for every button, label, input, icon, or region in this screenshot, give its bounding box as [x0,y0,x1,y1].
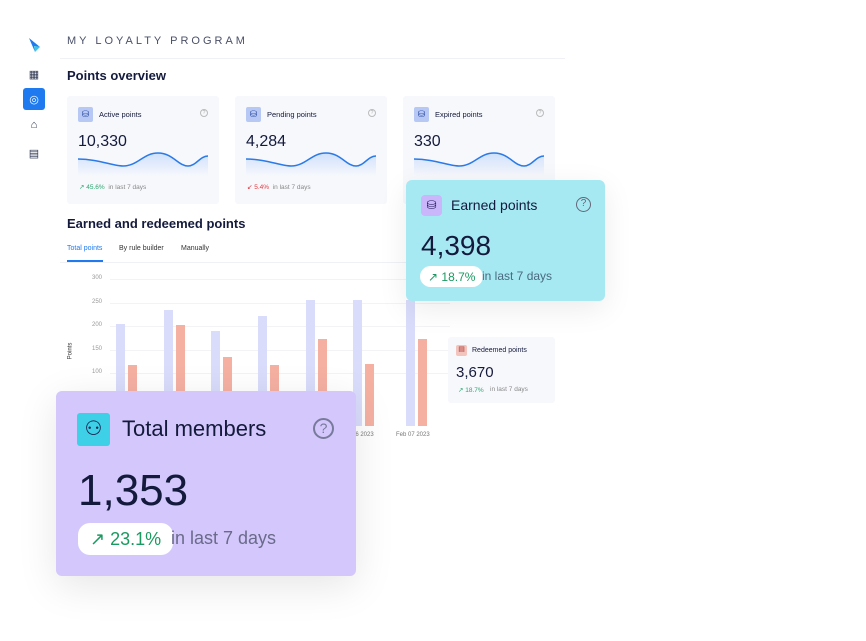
earned-bar [353,300,362,426]
sparkline [414,152,544,176]
members-label: Total members [122,416,267,441]
earned-bar [116,323,125,426]
earned-bar [164,309,173,426]
y-tick-label: 250 [91,298,102,305]
change-value: 18.7% [465,387,484,394]
database-plus-icon: ⛁ [421,195,442,216]
x-tick-label: Feb 07 2023 [396,432,430,438]
database-icon: ⛁ [78,107,93,122]
earned-label: Earned points [451,197,538,213]
redeemed-period: in last 7 days [490,386,528,393]
change-value: 45.6% [86,184,105,191]
user-plus-icon: ⚇ [77,413,110,446]
help-icon[interactable]: ? [576,197,591,212]
points-card: ⛁ Pending points ? 4,284 ↙ 5.4% in last … [235,96,387,204]
gridline [110,279,450,280]
card-change: ↗ 45.6% in last 7 days [79,184,147,191]
card-label: Active points [99,110,142,119]
total-members-card: ⚇ Total members ? 1,353 ↗ 23.1% in last … [56,391,356,576]
earned-period: in last 7 days [482,269,553,283]
redeemed-bar [418,339,427,426]
earned-bar [406,300,415,426]
table-icon[interactable]: ▤ [28,147,40,160]
gridline [110,326,450,327]
gift-icon[interactable]: ⌂ [30,119,38,131]
card-label: Expired points [435,110,483,119]
help-icon[interactable]: ? [200,109,208,117]
change-period: in last 7 days [108,184,147,191]
divider [60,262,560,263]
x-tick-label: Feb 06 2023 [340,432,374,438]
tab-total-points[interactable]: Total points [67,245,103,252]
help-icon[interactable]: ? [536,109,544,117]
redeemed-bar [176,324,185,426]
members-value: 1,353 [78,466,189,515]
tab-manually[interactable]: Manually [181,245,210,252]
earned-points-card: ⛁ Earned points ? 4,398 ↗ 18.7% in last … [406,180,605,301]
y-tick-label: 100 [91,369,102,375]
card-value: 330 [414,133,441,150]
redeemed-points-card: ▤ Redeemed points 3,670 ↗ 18.7% in last … [448,337,555,403]
sparkline [78,152,208,176]
redeemed-value: 3,670 [456,364,494,381]
grid-icon[interactable]: ▦ [28,68,40,81]
redeemed-bar [318,339,327,426]
gridline [110,373,450,374]
earned-bar [306,300,315,426]
earned-redeemed-title: Earned and redeemed points [67,216,246,231]
gridline [110,302,450,304]
gridline [110,349,450,351]
database-icon: ⛁ [414,107,429,122]
members-change-badge: ↗ 23.1% [78,523,174,555]
database-icon: ⛁ [246,107,261,122]
redeemed-icon: ▤ [456,345,467,356]
points-card: ⛁ Active points ? 10,330 ↗ 45.6% in last… [67,96,219,204]
help-icon[interactable]: ? [368,109,376,117]
earned-bar [211,330,220,426]
help-icon[interactable]: ? [313,418,334,439]
y-axis-label: Points [67,342,74,360]
change-value: 18.7% [441,269,476,284]
redeemed-change: ↗ 18.7% [458,387,484,394]
active-tab-indicator [67,260,103,262]
divider [60,58,565,59]
redeemed-label: Redeemed points [472,347,527,354]
sparkline [246,152,376,176]
logo-icon [29,38,40,52]
card-value: 10,330 [78,133,127,150]
y-tick-label: 300 [91,275,102,281]
y-tick-label: 150 [91,345,102,352]
change-value: 23.1% [110,528,162,549]
members-period: in last 7 days [171,528,277,548]
points-overview-title: Points overview [67,68,166,83]
medal-icon[interactable]: ◎ [23,88,45,110]
change-period: in last 7 days [272,184,311,191]
card-value: 4,284 [246,133,287,150]
earned-bar [258,315,267,426]
change-value: 5.4% [254,184,270,191]
earned-value: 4,398 [421,230,492,261]
tab-by-rule-builder[interactable]: By rule builder [119,245,164,252]
card-change: ↙ 5.4% in last 7 days [247,184,311,191]
card-label: Pending points [267,110,317,119]
y-tick-label: 200 [91,322,102,328]
redeemed-bar [365,363,374,426]
earned-change-badge: ↗ 18.7% [420,266,484,287]
page-title: MY LOYALTY PROGRAM [67,35,248,47]
